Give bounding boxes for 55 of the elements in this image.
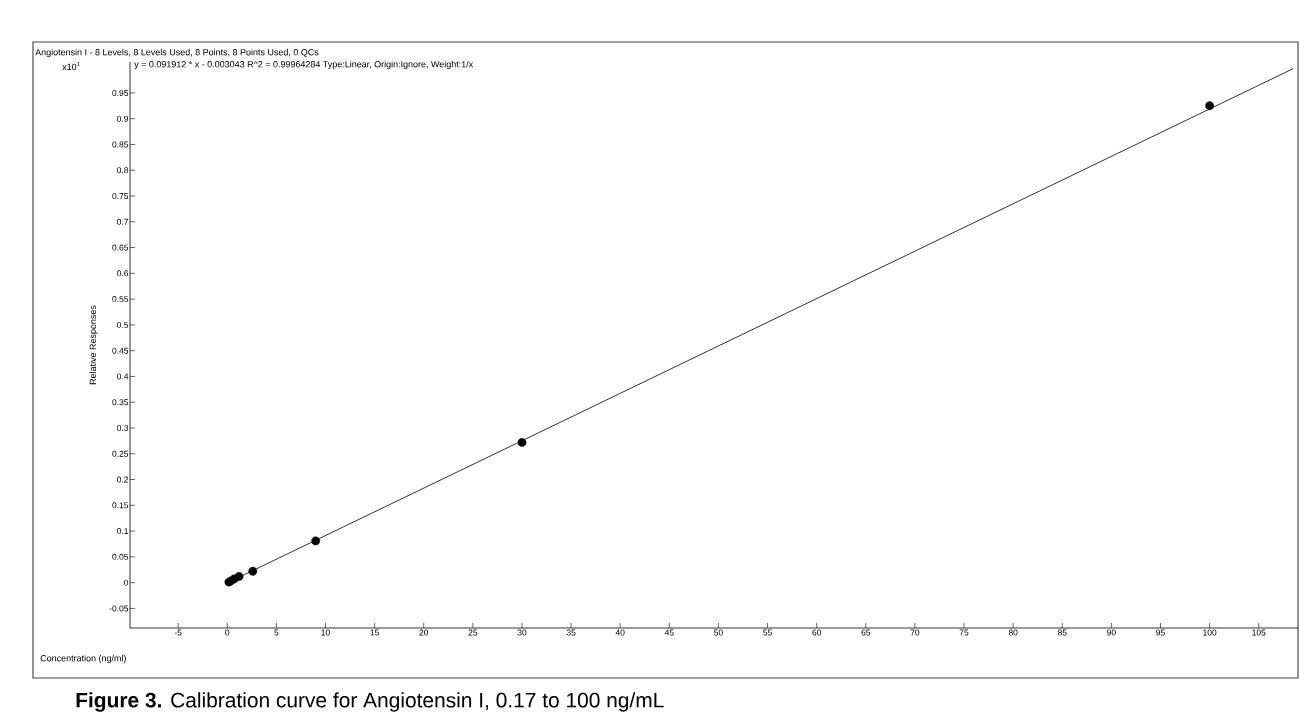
x-tick-label: 75 <box>959 629 969 636</box>
y-tick-label: 0.35 <box>112 399 129 406</box>
x-tick-label: 60 <box>812 629 822 636</box>
x-tick-label: 40 <box>615 629 625 636</box>
y-tick-label: 0.2 <box>117 476 129 483</box>
y-axis-title: Relative Responses <box>89 305 98 385</box>
y-tick-label: 0.3 <box>117 424 129 431</box>
y-tick-label: 0.25 <box>112 450 129 457</box>
annotation: y = 0.091912 * x - 0.003043 R^2 = 0.99964284 Type:Linear, Origin:Ignore, Weight:1/x <box>134 60 474 70</box>
y-tick-label: 0.15 <box>112 502 129 509</box>
chart-title: Angiotensin I - 8 Levels, 8 Levels Used, 8 Points, 8 Points Used, 0 QCs <box>35 48 319 58</box>
y-tick-label: -0.05 <box>109 605 129 612</box>
y-tick-label: 0.8 <box>117 167 129 174</box>
y-tick-label: 0.55 <box>112 296 129 303</box>
point <box>1205 101 1215 111</box>
x-tick-label: 35 <box>566 629 576 636</box>
y-tick-label: 0.45 <box>112 347 129 354</box>
x-tick-label: 105 <box>1252 629 1266 636</box>
x-tick-label: 95 <box>1156 629 1165 636</box>
x-tick-label: 55 <box>763 629 772 636</box>
x-tick-label: 90 <box>1107 629 1116 636</box>
x-tick-label: -5 <box>174 629 182 636</box>
x-tick-label: 25 <box>468 629 478 636</box>
y-tick-label: 0.7 <box>117 218 129 225</box>
point <box>248 566 258 576</box>
x-tick-label: 30 <box>517 629 527 636</box>
x-tick-label: 0 <box>225 629 230 636</box>
x-tick-label: 70 <box>910 629 920 636</box>
x-tick-label: 45 <box>664 629 674 636</box>
y-tick-label: 0.75 <box>112 193 129 200</box>
text: Figure 3. Calibration curve for Angiotensin I, 0.17 to 100 ng/mL <box>76 692 664 712</box>
x-axis-title: Concentration (ng/ml) <box>40 654 126 664</box>
y-tick-label: 0.6 <box>117 270 129 277</box>
y-tick-label: 0.5 <box>117 321 129 328</box>
y-tick-label: 0.05 <box>112 553 129 560</box>
y-tick-label: 0.4 <box>117 373 129 380</box>
x-tick-label: 10 <box>321 629 330 636</box>
y-tick-label: 0.95 <box>112 89 129 96</box>
text: x10$^{1}$ <box>62 61 80 70</box>
x-tick-label: 65 <box>861 629 871 636</box>
y-tick-label: 0.9 <box>117 115 129 122</box>
y-tick-label: 0.1 <box>117 528 129 535</box>
point <box>234 572 244 581</box>
y-tick-label: 0 <box>124 579 129 586</box>
point <box>517 438 527 447</box>
x-tick-label: 100 <box>1203 629 1217 636</box>
x-tick-label: 50 <box>714 629 723 636</box>
x-tick-label: 20 <box>419 629 429 636</box>
x-tick-label: 80 <box>1008 629 1018 636</box>
x-tick-label: 15 <box>370 629 379 636</box>
y-tick-label: 0.85 <box>112 141 129 148</box>
y-tick-label: 0.65 <box>112 244 129 251</box>
point <box>311 536 321 546</box>
x-tick-label: 85 <box>1057 629 1067 636</box>
x-tick-label: 5 <box>274 629 279 636</box>
